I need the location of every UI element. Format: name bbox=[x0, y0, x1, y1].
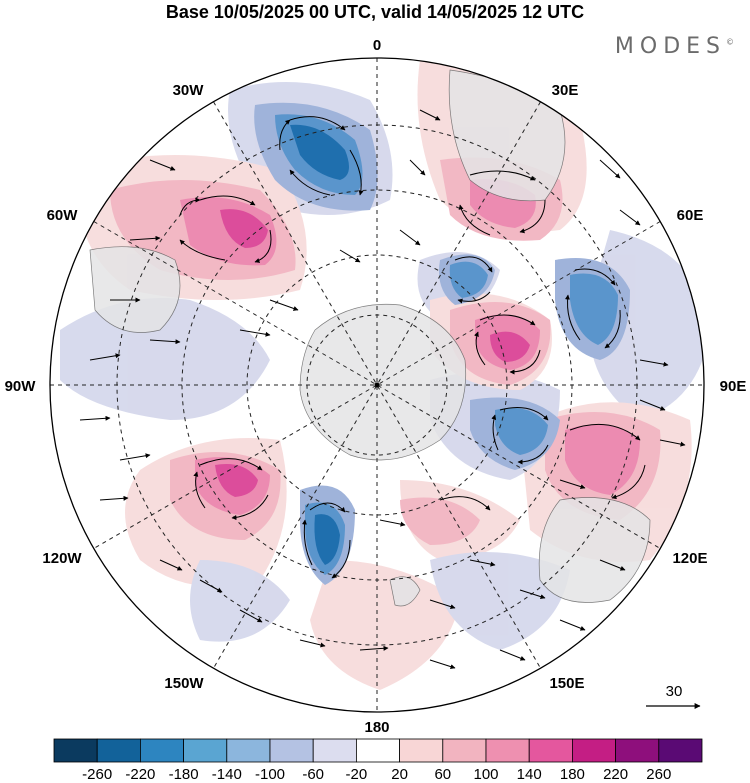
colorbar-swatch bbox=[139, 738, 184, 763]
colorbar-tick-label: 60 bbox=[434, 766, 451, 783]
colorbar-tick-label: -220 bbox=[125, 766, 155, 783]
map-disk bbox=[50, 58, 704, 712]
colorbar-tick-label: 260 bbox=[646, 766, 671, 783]
colorbar-tick-label: 20 bbox=[391, 766, 408, 783]
colorbar-swatch bbox=[528, 738, 573, 763]
south-pole-marker bbox=[374, 382, 380, 388]
lon-label-60e: 60E bbox=[677, 207, 704, 224]
lon-label-150w: 150W bbox=[164, 675, 204, 692]
colorbar-swatch bbox=[53, 738, 98, 763]
colorbar-swatch bbox=[312, 738, 357, 763]
colorbar-swatch bbox=[183, 738, 228, 763]
colorbar-swatch bbox=[658, 738, 703, 763]
graticule bbox=[50, 58, 704, 712]
strong-anomaly-layer bbox=[180, 114, 640, 575]
lon-label-150e: 150E bbox=[549, 675, 584, 692]
lon-label-90w: 90W bbox=[5, 378, 37, 395]
colorbar-tick-label: 140 bbox=[517, 766, 542, 783]
brand-mark: © bbox=[726, 37, 734, 47]
lon-label-0: 0 bbox=[373, 37, 381, 54]
colorbar-swatch bbox=[615, 738, 660, 763]
map-border bbox=[49, 57, 705, 713]
land-layer bbox=[89, 69, 651, 607]
modes-logo: MODES© bbox=[615, 34, 734, 59]
colorbar-swatch bbox=[442, 738, 487, 763]
colorbar-tick-label: -20 bbox=[346, 766, 368, 783]
colorbar-tick-label: 220 bbox=[603, 766, 628, 783]
lon-label-60w: 60W bbox=[47, 207, 79, 224]
colorbar-tick-label: -100 bbox=[255, 766, 285, 783]
colorbar-swatch bbox=[485, 738, 530, 763]
reference-vector-label: 30 bbox=[666, 683, 683, 700]
colorbar: -260 -220 -180 -140 -100 -60 -20 20 60 100 140 180 2… bbox=[53, 738, 703, 783]
colorbar-tick-label: -180 bbox=[169, 766, 199, 783]
new-zealand-shape bbox=[389, 576, 421, 607]
colorbar-swatch bbox=[226, 738, 271, 763]
colorbar-tick-label: -140 bbox=[212, 766, 242, 783]
lon-label-30e: 30E bbox=[552, 82, 579, 99]
lon-label-120e: 120E bbox=[672, 550, 707, 567]
australia-shape bbox=[538, 497, 651, 603]
colorbar-swatch bbox=[399, 738, 444, 763]
lon-label-180: 180 bbox=[364, 719, 389, 736]
colorbar-swatch bbox=[269, 738, 314, 763]
colorbar-tick-label: -260 bbox=[82, 766, 112, 783]
colorbar-swatch bbox=[572, 738, 617, 763]
colorbar-swatch bbox=[355, 738, 400, 763]
reference-vector: 30 bbox=[646, 683, 701, 709]
brand-text: MODES bbox=[614, 34, 726, 59]
colorbar-tick-label: 100 bbox=[473, 766, 498, 783]
longitude-labels: 0 30E 60E 90E 120E 150E 180 150W 120W 90… bbox=[5, 37, 747, 736]
colorbar-tick-label: 180 bbox=[560, 766, 585, 783]
colorbar-tick-label: -60 bbox=[302, 766, 324, 783]
lon-label-90e: 90E bbox=[720, 378, 747, 395]
lon-label-120w: 120W bbox=[42, 550, 82, 567]
wind-vectors bbox=[79, 109, 686, 670]
lon-label-30w: 30W bbox=[173, 82, 205, 99]
colorbar-swatch bbox=[96, 738, 141, 763]
chart-title: Base 10/05/2025 00 UTC, valid 14/05/2025… bbox=[165, 2, 585, 22]
